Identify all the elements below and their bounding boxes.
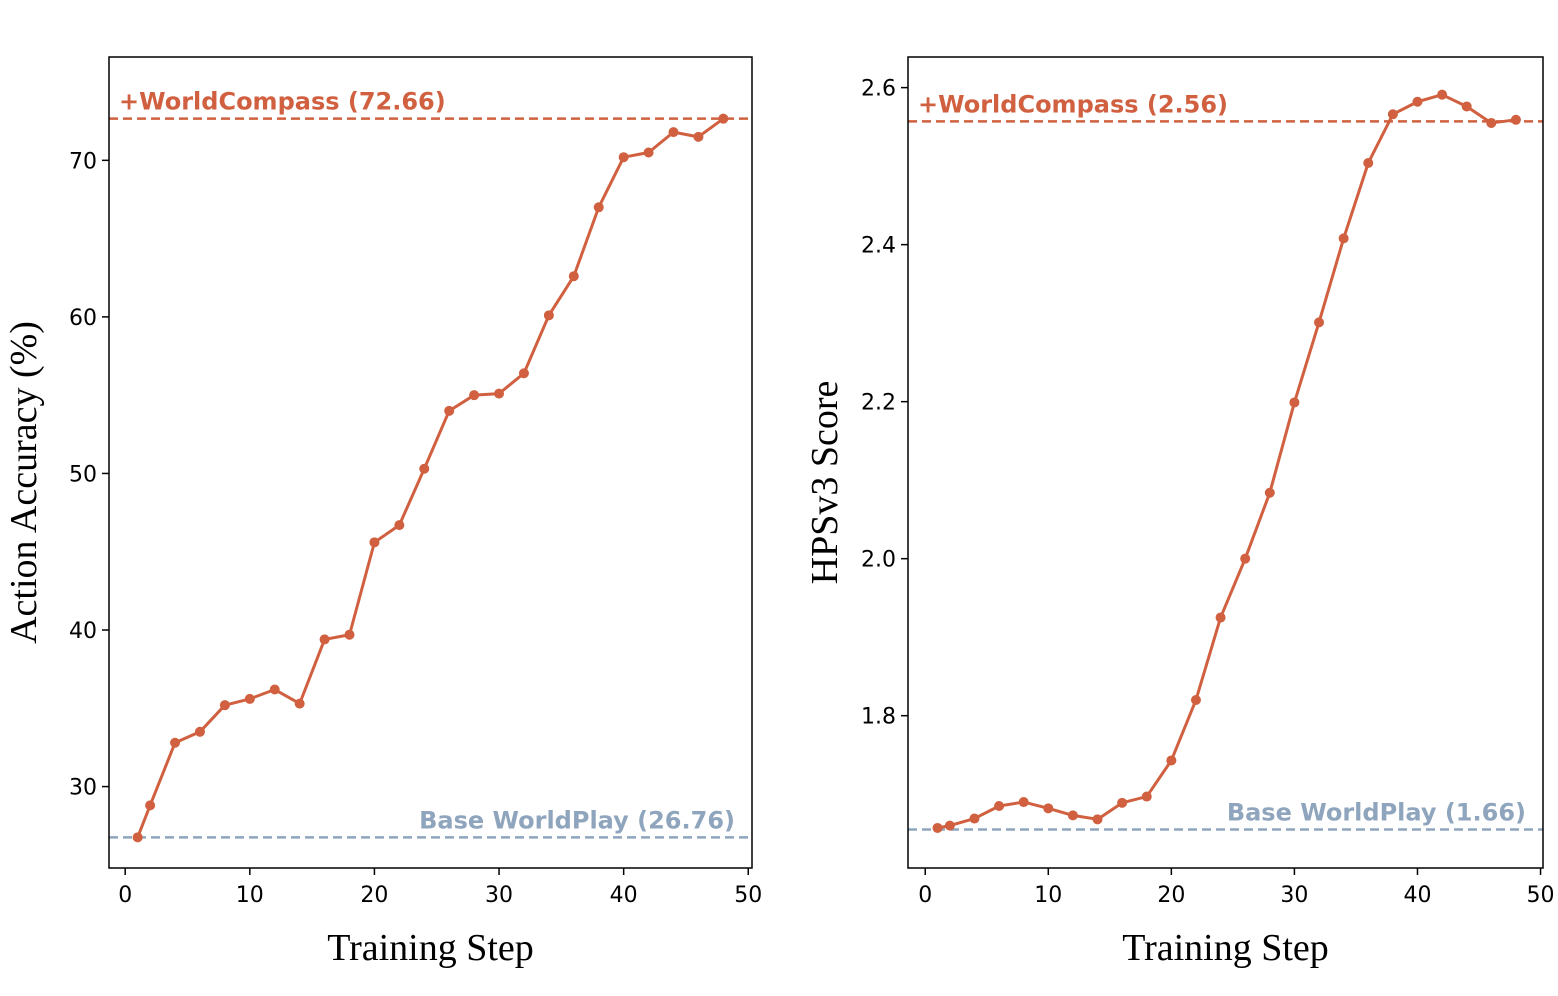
x-axis-label: Training Step xyxy=(1122,927,1329,969)
data-point xyxy=(1437,89,1448,100)
data-point xyxy=(1412,96,1423,107)
x-tick-label: 40 xyxy=(610,883,638,908)
x-tick-label: 30 xyxy=(1280,883,1308,908)
data-point xyxy=(944,820,955,831)
data-point xyxy=(1314,317,1325,328)
y-tick-label: 50 xyxy=(69,462,97,487)
y-tick-label: 60 xyxy=(69,306,97,331)
data-point xyxy=(693,131,704,142)
x-tick-label: 30 xyxy=(485,883,513,908)
data-point xyxy=(1166,755,1177,766)
reference-label: +WorldCompass (72.66) xyxy=(119,88,446,116)
reference-label: Base WorldPlay (26.76) xyxy=(419,806,735,834)
x-tick-label: 10 xyxy=(1034,883,1062,908)
axes-frame xyxy=(907,56,1544,869)
data-point xyxy=(1240,553,1251,564)
data-point xyxy=(145,800,156,811)
data-point xyxy=(543,310,554,321)
series-line xyxy=(937,93,1517,830)
y-axis-label: HPSv3 Score xyxy=(804,381,846,585)
data-point xyxy=(1289,397,1300,408)
data-point xyxy=(170,737,181,748)
data-point xyxy=(294,698,305,709)
data-point xyxy=(244,693,255,704)
x-tick-label: 0 xyxy=(118,883,132,908)
data-point xyxy=(219,700,230,711)
data-point xyxy=(369,537,380,548)
x-tick-label: 20 xyxy=(360,883,388,908)
data-point xyxy=(1067,810,1078,821)
x-tick-label: 50 xyxy=(1527,883,1555,908)
chart-panel-2: +WorldCompass (2.56) Base WorldPlay (1.66… xyxy=(804,56,1555,969)
data-point xyxy=(618,152,629,163)
chart-panel-1: +WorldCompass (72.66) Base WorldPlay (26.… xyxy=(3,56,762,969)
data-point xyxy=(269,684,280,695)
y-tick-label: 30 xyxy=(69,776,97,801)
data-point xyxy=(419,463,430,474)
data-point xyxy=(1117,797,1128,808)
data-point xyxy=(643,147,654,158)
data-point xyxy=(1264,487,1275,498)
y-tick-label: 2.4 xyxy=(861,234,896,259)
data-point xyxy=(518,368,529,379)
reference-label: +WorldCompass (2.56) xyxy=(918,90,1228,118)
reference-label: Base WorldPlay (1.66) xyxy=(1227,799,1526,827)
data-point xyxy=(668,127,679,138)
x-tick-label: 0 xyxy=(918,883,932,908)
data-point xyxy=(1043,803,1054,814)
x-tick-label: 40 xyxy=(1403,883,1431,908)
series-line xyxy=(136,117,725,838)
data-point xyxy=(1387,109,1398,120)
data-point xyxy=(132,832,143,843)
data-point xyxy=(469,390,480,401)
data-point xyxy=(1510,114,1521,125)
data-point xyxy=(994,800,1005,811)
data-point xyxy=(494,388,505,399)
y-tick-label: 1.8 xyxy=(861,705,896,730)
data-point xyxy=(1461,101,1472,112)
y-tick-label: 40 xyxy=(69,619,97,644)
data-point xyxy=(932,822,943,833)
data-point xyxy=(319,634,330,645)
data-point xyxy=(444,405,455,416)
x-axis-label: Training Step xyxy=(327,927,534,969)
y-axis-label: Action Accuracy (%) xyxy=(3,321,45,644)
y-tick-label: 70 xyxy=(69,149,97,174)
data-point xyxy=(344,629,355,640)
x-tick-label: 50 xyxy=(734,883,762,908)
data-point xyxy=(1215,612,1226,623)
y-tick-label: 2.2 xyxy=(861,391,896,416)
data-point xyxy=(718,113,729,124)
axes-frame xyxy=(108,56,753,869)
data-point xyxy=(1092,814,1103,825)
x-tick-label: 20 xyxy=(1157,883,1185,908)
data-point xyxy=(194,726,205,737)
data-point xyxy=(1141,791,1152,802)
y-tick-label: 2.6 xyxy=(861,77,896,102)
data-point xyxy=(1018,797,1029,808)
data-point xyxy=(568,271,579,282)
data-point xyxy=(1486,117,1497,128)
data-point xyxy=(969,813,980,824)
x-tick-label: 10 xyxy=(236,883,264,908)
data-point xyxy=(1338,233,1349,244)
y-tick-label: 2.0 xyxy=(861,548,896,573)
data-point xyxy=(1363,157,1374,168)
data-point xyxy=(593,202,604,213)
data-point xyxy=(1190,694,1201,705)
data-point xyxy=(394,520,405,531)
